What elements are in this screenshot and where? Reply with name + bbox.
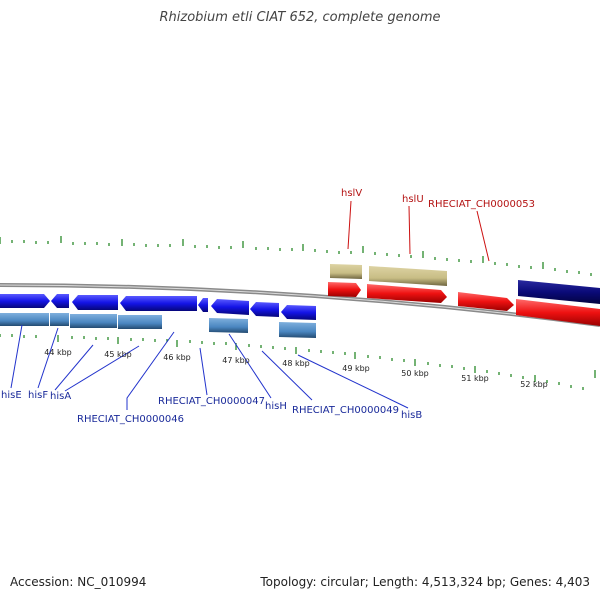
gene-arrow	[51, 294, 69, 308]
gene-arrow	[211, 299, 249, 315]
genome-summary: Topology: circular; Length: 4,513,324 bp…	[260, 575, 590, 589]
accession-label: Accession: NC_010994	[10, 575, 147, 589]
cds-block	[209, 318, 248, 333]
scale-label: 47 kbp	[222, 356, 250, 365]
scale-labels: 44 kbp 45 kbp 46 kbp 47 kbp 48 kbp 49 kb…	[44, 348, 548, 389]
top-gene-labels: hslV hslU RHECIAT_CH0000053	[341, 188, 535, 210]
gene-label: RHECIAT_CH0000049	[292, 405, 399, 416]
scale-label: 51 kbp	[461, 374, 489, 383]
gene-label: hslU	[402, 194, 424, 205]
cds-block	[330, 264, 362, 279]
gene-arrow	[281, 305, 316, 320]
bottom-leader-lines	[10, 324, 409, 410]
cds-block	[50, 313, 69, 326]
cds-block	[70, 314, 117, 328]
scale-label: 50 kbp	[401, 369, 429, 378]
gene-arrow	[458, 292, 514, 311]
gene-arrow	[516, 299, 600, 326]
scale-label: 45 kbp	[104, 350, 132, 359]
gene-block	[518, 280, 600, 304]
scale-label: 44 kbp	[44, 348, 72, 357]
top-leader-lines	[347, 200, 490, 262]
map-title: Rhizobium etli CIAT 652, complete genome	[159, 10, 441, 25]
gene-label: RHECIAT_CH0000047	[158, 396, 265, 407]
gene-arrow	[0, 294, 50, 308]
gene-arrow	[367, 284, 447, 303]
gene-label: RHECIAT_CH0000053	[428, 199, 535, 210]
gene-label: RHECIAT_CH0000046	[77, 414, 184, 425]
cds-block	[279, 322, 316, 338]
cds-block	[118, 315, 162, 329]
inner-tick-ring	[0, 334, 596, 390]
gene-arrow	[250, 302, 279, 317]
cds-block	[369, 266, 447, 286]
bottom-gene-labels: hisE hisF hisA RHECIAT_CH0000046 RHECIAT…	[1, 390, 422, 425]
gene-label: hslV	[341, 188, 362, 199]
gene-label: hisF	[28, 390, 48, 401]
gene-arrow	[198, 298, 208, 312]
gene-arrow	[72, 295, 118, 310]
forward-cds-track	[330, 264, 447, 286]
reverse-cds-track	[0, 313, 316, 338]
gene-arrow	[120, 296, 197, 311]
gene-arrow	[328, 282, 361, 297]
scale-label: 46 kbp	[163, 353, 191, 362]
cds-block	[0, 313, 49, 326]
gene-label: hisB	[401, 410, 422, 421]
forward-gene-track	[328, 280, 600, 326]
gene-label: hisA	[50, 391, 71, 402]
outer-tick-ring	[0, 236, 592, 276]
reverse-gene-track	[0, 294, 316, 320]
scale-label: 48 kbp	[282, 359, 310, 368]
gene-label: hisE	[1, 390, 22, 401]
gene-label: hisH	[265, 401, 287, 412]
scale-label: 49 kbp	[342, 364, 370, 373]
scale-label: 52 kbp	[520, 380, 548, 389]
